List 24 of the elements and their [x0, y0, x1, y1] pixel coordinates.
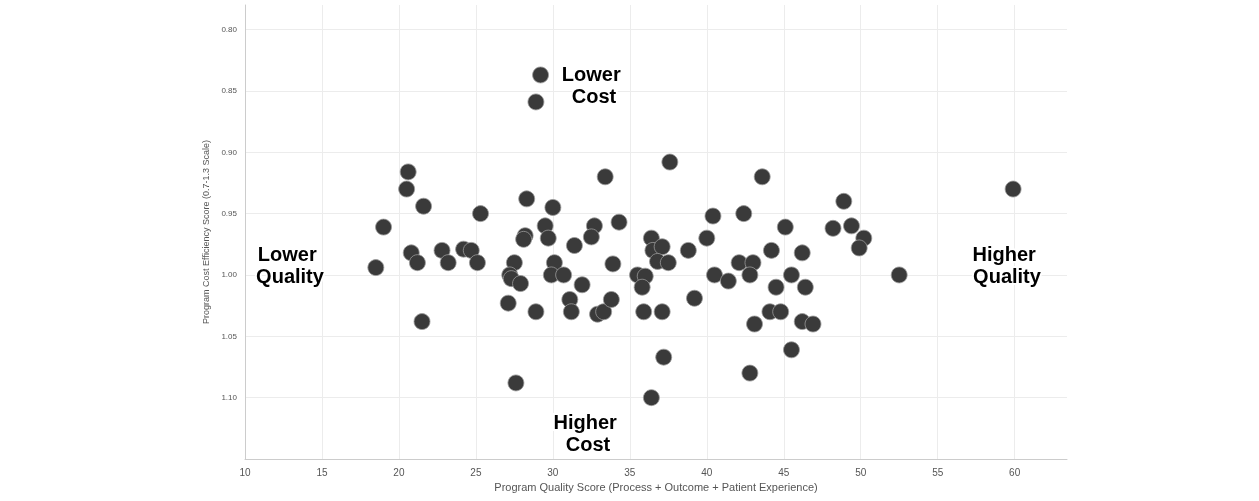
x-tick-label: 60	[1009, 466, 1021, 478]
y-tick-label: 1.10	[221, 393, 238, 403]
annotation: Higher Quality	[972, 243, 1042, 287]
x-tick-label: 20	[393, 466, 405, 478]
annotation: Lower Quality	[256, 243, 325, 287]
annotation: Higher Cost	[553, 411, 623, 455]
x-tick-label: 35	[624, 466, 636, 478]
x-tick-label: 10	[239, 466, 251, 478]
y-tick-label: 1.00	[221, 270, 238, 280]
x-tick-label: 55	[932, 466, 944, 478]
x-axis-title: Program Quality Score (Process + Outcome + Patient Experience)	[494, 481, 818, 494]
annotation: Lower Cost	[561, 63, 627, 107]
y-tick-label: 0.95	[221, 209, 238, 219]
x-tick-label: 40	[701, 466, 713, 478]
y-tick-label: 0.80	[221, 25, 238, 35]
y-axis-title: Program Cost Efficiency Score (0.7-1.3 Scale)	[201, 140, 212, 324]
x-tick-label: 30	[547, 466, 559, 478]
x-tick-label: 15	[316, 466, 328, 478]
y-tick-label: 0.85	[221, 86, 238, 96]
y-tick-label: 0.90	[221, 147, 238, 157]
y-tick-label: 1.05	[221, 331, 238, 341]
x-tick-label: 50	[855, 466, 867, 478]
x-tick-label: 25	[470, 466, 482, 478]
x-tick-label: 45	[778, 466, 790, 478]
